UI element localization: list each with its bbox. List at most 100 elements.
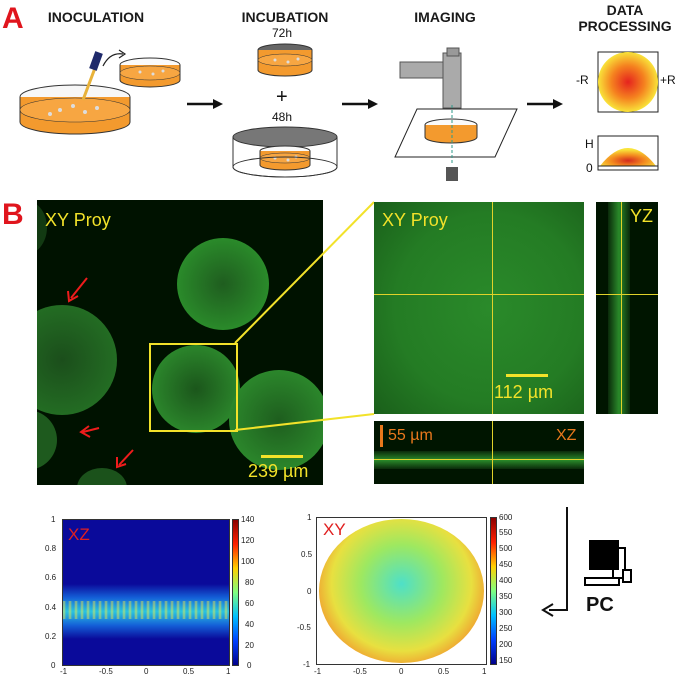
xy-plot-frame: XY [316,517,487,665]
pc-feedback-arrow-icon [541,507,568,617]
colony [77,468,127,485]
xz-cbar-tick: 140 [241,515,255,524]
xz-xtick: 1 [226,667,231,676]
xz-cbar-tick: 0 [247,661,252,670]
xz-xtick: 0 [144,667,149,676]
xz-heatmap-hotspots [62,601,230,619]
xz-xtick: -0.5 [99,667,113,676]
xy-colorbar [490,517,497,665]
inoculation-illustration [19,49,181,135]
xz-xtick: 0.5 [183,667,195,676]
time-72h: 72h [272,26,293,40]
xz-plot-frame [62,519,230,666]
pc-label: PC [586,594,614,616]
step-imaging: IMAGING [414,9,476,25]
yz-line-horizontal [596,294,658,295]
arrow-1-icon [187,99,223,109]
label-zero: 0 [586,161,593,175]
crosshair-vertical [492,202,493,414]
red-arrows-icon [67,277,134,469]
data-processing-illustration [597,51,659,171]
xy-xtick: 0.5 [438,667,450,676]
scale-left-label: 239 µm [248,461,309,481]
xz-line-horizontal [374,459,584,460]
zoom-box [149,343,238,432]
step-data-processing: DATA PROCESSING [565,2,685,34]
xy-cbar-tick: 300 [499,608,513,617]
panel-a-letter: A [2,2,24,35]
xz-ytick: 0.2 [45,632,57,641]
xy-cbar-tick: 600 [499,513,513,522]
microscopy-left: XY Proy 239 µm [37,200,323,485]
xy-cbar-tick: 250 [499,624,513,633]
xz-heatmap: XZ [62,519,230,666]
xz-cbar-tick: 80 [245,578,254,587]
label-h: H [585,137,594,151]
panel-b-letter: B [2,198,24,231]
xy-heatmap-disk [319,519,484,663]
step-incubation: INCUBATION [241,9,329,25]
xz-cbar-tick: 20 [245,641,254,650]
xy-xtick: -0.5 [353,667,367,676]
microscope-illustration [394,47,518,181]
time-48h: 48h [272,110,293,124]
yz-line-vertical [621,202,622,414]
yz-signal [608,202,630,414]
xz-line-vertical [492,421,493,484]
xy-cbar-tick: 450 [499,560,513,569]
xy-ytick: 1 [307,513,312,522]
xz-ytick: 0.4 [45,603,57,612]
microscopy-right: XY Proy 112 µm [374,202,584,414]
xy-ytick: 0 [307,587,312,596]
xz-signal [374,451,584,469]
scale-xz-label: 55 µm [388,427,433,444]
xy-cbar-tick: 350 [499,592,513,601]
xy-proy-right-label: XY Proy [382,210,448,230]
xz-label: XZ [556,427,577,444]
step-data-line1: DATA [606,2,644,18]
yz-label: YZ [630,206,654,226]
step-data-line2: PROCESSING [578,18,672,35]
yz-strip: YZ [596,202,658,414]
xz-cbar-tick: 120 [241,536,255,545]
xz-ytick: 0.6 [45,573,57,582]
colony [177,238,269,330]
colony [229,370,323,470]
xz-ytick: 1 [51,515,56,524]
scale-bar-right [506,374,548,377]
xz-ytick: 0 [51,661,56,670]
scale-bar-xz [380,425,383,447]
crosshair-horizontal [374,294,584,295]
xy-xtick: 1 [482,667,487,676]
xz-plot-label: XZ [68,525,90,544]
xz-strip: 55 µm XZ [374,421,584,484]
incubation-dish-48h [232,126,338,178]
xy-xtick: -1 [314,667,322,676]
plus-sign: + [276,86,288,108]
colony [37,200,47,255]
xz-cbar-tick: 100 [241,557,255,566]
label-plus-r: +R [660,73,676,87]
xy-proy-left-label: XY Proy [45,210,111,230]
xy-plot-label: XY [323,520,346,539]
xz-cbar-tick: 40 [245,620,254,629]
xz-colorbar [232,519,239,666]
xy-xtick: 0 [399,667,404,676]
colony [37,410,57,470]
arrow-2-icon [342,99,378,109]
computer-icon [584,540,632,586]
xy-cbar-tick: 150 [499,656,513,665]
xy-ytick: -0.5 [297,623,311,632]
colony [152,345,240,433]
xy-cbar-tick: 550 [499,528,513,537]
xy-cbar-tick: 500 [499,544,513,553]
incubation-dish-72h [257,43,313,77]
step-inoculation: INOCULATION [47,9,145,25]
scale-bar-left [261,455,303,458]
xy-cbar-tick: 400 [499,576,513,585]
arrow-3-icon [527,99,563,109]
scale-right-label: 112 µm [494,382,554,402]
xy-ytick: -1 [303,660,311,669]
xy-ytick: 0.5 [301,550,313,559]
